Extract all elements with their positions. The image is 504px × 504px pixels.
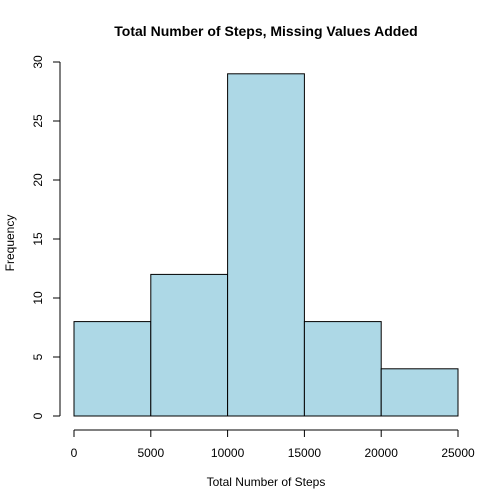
y-axis-label: Frequency: [3, 215, 17, 272]
x-tick-label: 10000: [211, 446, 245, 460]
y-tick-label: 30: [31, 55, 45, 69]
x-tick-label: 0: [71, 446, 78, 460]
bars-group: [73, 73, 459, 417]
histogram-bar: [380, 368, 459, 417]
x-tick-label: 25000: [441, 446, 475, 460]
x-axis-label: Total Number of Steps: [207, 475, 326, 489]
x-tick-label: 5000: [137, 446, 164, 460]
y-tick-label: 15: [31, 232, 45, 246]
chart-title: Total Number of Steps, Missing Values Ad…: [114, 23, 417, 39]
histogram-bar: [227, 73, 305, 417]
y-tick-label: 0: [31, 412, 45, 419]
histogram-bar: [303, 321, 382, 417]
y-tick-label: 20: [31, 173, 45, 187]
y-tick-label: 25: [31, 114, 45, 128]
y-tick-label: 5: [31, 353, 45, 360]
x-tick-label: 20000: [365, 446, 399, 460]
x-axis: 0 5000 10000 15000 20000 25000: [71, 429, 475, 460]
y-axis: 0 5 10 15 20 25 30: [31, 55, 61, 419]
histogram-bar: [73, 321, 152, 417]
y-tick-label: 10: [31, 291, 45, 305]
histogram-bar: [150, 273, 229, 417]
x-tick-label: 15000: [288, 446, 322, 460]
